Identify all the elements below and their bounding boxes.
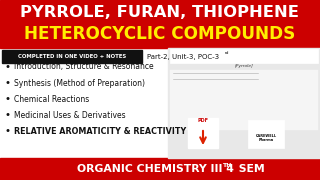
Text: ORGANIC CHEMISTRY III 4: ORGANIC CHEMISTRY III 4 — [76, 164, 233, 174]
Text: RELATIVE AROMATICITY & REACTIVITY: RELATIVE AROMATICITY & REACTIVITY — [14, 127, 186, 136]
Bar — [170, 70, 318, 130]
Bar — [188, 118, 218, 148]
Text: PDF: PDF — [197, 118, 209, 123]
Text: Chemical Reactions: Chemical Reactions — [14, 94, 89, 103]
Bar — [170, 49, 318, 63]
Text: Synthesis (Method of Preparation): Synthesis (Method of Preparation) — [14, 78, 145, 87]
Bar — [248, 120, 284, 148]
Bar — [168, 48, 320, 158]
Text: CAREWELL
Pharma: CAREWELL Pharma — [255, 134, 276, 142]
Text: PYRROLE, FURAN, THIOPHENE: PYRROLE, FURAN, THIOPHENE — [20, 5, 300, 21]
Text: Part-2, Unit-3, POC-3: Part-2, Unit-3, POC-3 — [147, 53, 219, 60]
Text: rd: rd — [225, 51, 229, 55]
Text: •: • — [5, 62, 11, 72]
Text: Medicinal Uses & Derivatives: Medicinal Uses & Derivatives — [14, 111, 126, 120]
Text: •: • — [5, 126, 11, 136]
Text: SEM: SEM — [235, 164, 265, 174]
Bar — [0, 158, 320, 180]
Text: •: • — [5, 94, 11, 104]
Bar — [2, 50, 142, 63]
Text: •: • — [5, 78, 11, 88]
Text: •: • — [5, 110, 11, 120]
Text: HETEROCYCLIC COMPOUNDS: HETEROCYCLIC COMPOUNDS — [24, 25, 296, 43]
Text: [Pyrrole]: [Pyrrole] — [235, 64, 253, 68]
Text: Introduction, Structure & Resonance: Introduction, Structure & Resonance — [14, 62, 154, 71]
Bar — [0, 0, 320, 48]
Text: COMPLETED IN ONE VIDEO + NOTES: COMPLETED IN ONE VIDEO + NOTES — [18, 54, 126, 59]
Text: TH: TH — [222, 163, 231, 168]
